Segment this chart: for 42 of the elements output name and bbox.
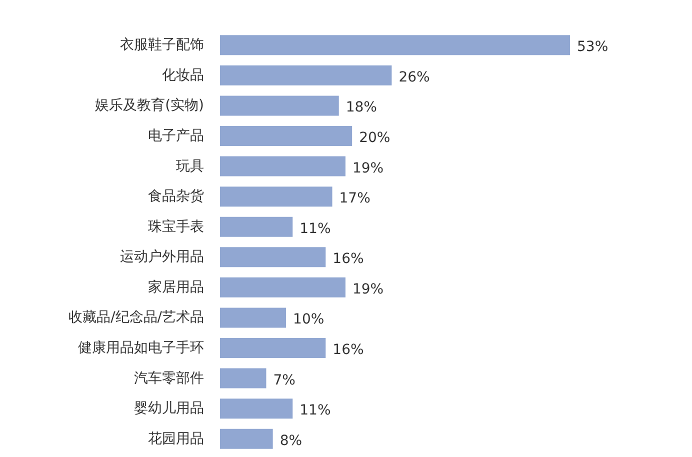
- bar: [220, 35, 570, 56]
- data-label: 19%: [352, 160, 384, 176]
- y-tick-label: 花园用品: [148, 430, 204, 447]
- y-tick-label: 电子产品: [148, 128, 204, 144]
- bar: [220, 368, 266, 388]
- data-label: 26%: [398, 69, 430, 86]
- bar: [220, 65, 392, 86]
- data-label: 7%: [273, 372, 296, 388]
- data-label: 20%: [359, 130, 390, 146]
- bar: [220, 186, 332, 207]
- data-label: 19%: [352, 281, 384, 298]
- bar: [220, 338, 326, 358]
- data-label: 16%: [332, 342, 364, 358]
- bar: [220, 126, 352, 146]
- bar: [220, 428, 273, 449]
- y-tick-label: 汽车零部件: [134, 370, 204, 386]
- y-tick-label: 健康用品如电子手环: [78, 340, 204, 356]
- y-tick-label: 化妆品: [162, 67, 204, 84]
- y-tick-label: 珠宝手表: [148, 218, 204, 235]
- bar: [220, 277, 346, 298]
- data-label: 10%: [293, 312, 324, 328]
- bar: [220, 156, 346, 176]
- y-tick-label: 婴幼儿用品: [134, 400, 204, 417]
- data-label: 11%: [300, 220, 331, 237]
- data-label: 18%: [346, 100, 377, 116]
- bar: [220, 247, 326, 268]
- data-label: 53%: [577, 39, 608, 56]
- y-tick-label: 娱乐及教育(实物): [95, 96, 204, 114]
- y-tick-label: 收藏品/纪念品/艺术品: [68, 310, 204, 326]
- y-tick-label: 衣服鞋子配饰: [120, 37, 204, 54]
- data-label: 16%: [332, 251, 364, 268]
- bar: [220, 308, 286, 328]
- bar: [220, 216, 293, 237]
- data-label: 8%: [280, 432, 302, 449]
- y-tick-label: 家居用品: [148, 279, 204, 296]
- y-tick-label: 食品杂货: [148, 188, 204, 205]
- y-tick-label: 运动户外用品: [120, 249, 204, 266]
- data-label: 11%: [300, 402, 331, 419]
- bar: [220, 398, 293, 419]
- bar: [220, 96, 339, 116]
- data-label: 17%: [339, 190, 370, 207]
- y-tick-label: 玩具: [176, 158, 204, 174]
